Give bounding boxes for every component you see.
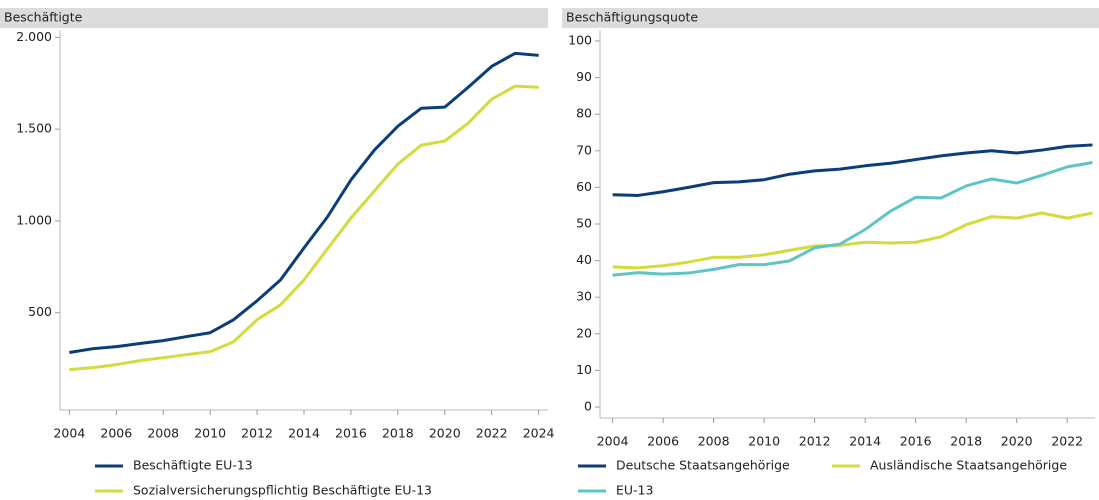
y-tick-label: 20 xyxy=(576,325,592,340)
x-tick-label: 2006 xyxy=(647,434,679,449)
series-line xyxy=(612,161,1093,277)
x-tick-label: 2022 xyxy=(1051,434,1083,449)
series-line xyxy=(69,51,539,355)
chart-title: Beschäftigte xyxy=(4,10,83,25)
x-tick-label: 2010 xyxy=(194,426,226,441)
series-line xyxy=(612,143,1093,197)
x-tick-label: 2018 xyxy=(950,434,982,449)
x-tick-label: 2020 xyxy=(1001,434,1033,449)
y-tick-label: 2.000 xyxy=(16,29,52,44)
x-tick-label: 2006 xyxy=(100,426,132,441)
series-line xyxy=(612,211,1093,270)
x-tick-label: 2016 xyxy=(900,434,932,449)
y-tick-label: 1.000 xyxy=(16,212,52,227)
x-tick-label: 2022 xyxy=(476,426,508,441)
legend-label: Deutsche Staatsangehörige xyxy=(616,458,790,473)
y-tick-label: 90 xyxy=(576,69,592,84)
series-line xyxy=(69,84,539,372)
y-tick-label: 10 xyxy=(576,362,592,377)
y-tick-label: 0 xyxy=(584,399,592,414)
legend-label: Sozialversicherungspflichtig Beschäftigt… xyxy=(133,483,432,498)
legend-label: Ausländische Staatsangehörige xyxy=(870,458,1067,473)
x-tick-label: 2008 xyxy=(698,434,730,449)
chart-title: Beschäftigungsquote xyxy=(566,10,698,25)
x-tick-label: 2014 xyxy=(849,434,881,449)
x-tick-label: 2004 xyxy=(597,434,629,449)
y-tick-label: 500 xyxy=(28,304,52,319)
x-tick-label: 2016 xyxy=(335,426,367,441)
y-tick-label: 70 xyxy=(576,142,592,157)
x-tick-label: 2010 xyxy=(748,434,780,449)
x-tick-label: 2012 xyxy=(799,434,831,449)
x-tick-label: 2018 xyxy=(382,426,414,441)
title-bar xyxy=(0,8,548,28)
x-tick-label: 2008 xyxy=(147,426,179,441)
y-tick-label: 1.500 xyxy=(16,121,52,136)
x-tick-label: 2014 xyxy=(288,426,320,441)
legend-label: Beschäftigte EU-13 xyxy=(133,458,253,473)
x-tick-label: 2004 xyxy=(53,426,85,441)
x-tick-label: 2012 xyxy=(241,426,273,441)
legend-label: EU-13 xyxy=(616,483,653,498)
y-tick-label: 80 xyxy=(576,106,592,121)
x-tick-label: 2020 xyxy=(429,426,461,441)
y-tick-label: 40 xyxy=(576,252,592,267)
y-tick-label: 50 xyxy=(576,216,592,231)
y-tick-label: 60 xyxy=(576,179,592,194)
title-bar xyxy=(562,8,1099,28)
y-tick-label: 30 xyxy=(576,289,592,304)
x-tick-label: 2024 xyxy=(523,426,555,441)
y-tick-label: 100 xyxy=(568,32,592,47)
